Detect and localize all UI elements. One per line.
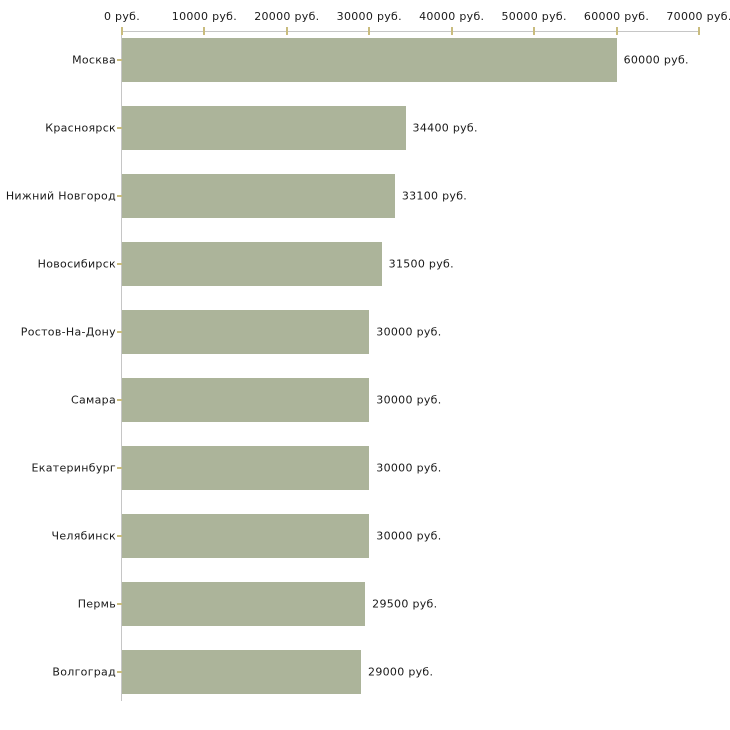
- bar: [122, 106, 406, 150]
- x-axis-tick-label: 70000 руб.: [666, 10, 730, 23]
- x-axis-tick-mark: [285, 27, 288, 35]
- value-label: 30000 руб.: [376, 529, 442, 543]
- bar: [122, 378, 370, 422]
- category-label: Новосибирск: [37, 257, 116, 271]
- value-label: 30000 руб.: [376, 393, 442, 407]
- value-label: 34400 руб.: [412, 121, 478, 135]
- category-label: Екатеринбург: [31, 461, 116, 475]
- category-tick-mark: [117, 603, 122, 605]
- bar-row: Красноярск 34400 руб.: [0, 106, 730, 150]
- x-axis-tick-label: 20000 руб.: [254, 10, 320, 23]
- category-tick-mark: [117, 127, 122, 129]
- category-tick-mark: [117, 467, 122, 469]
- value-label: 29000 руб.: [368, 665, 434, 679]
- y-axis-line: [121, 31, 122, 701]
- value-label: 33100 руб.: [401, 189, 468, 203]
- category-tick-mark: [117, 331, 122, 333]
- bar: [122, 174, 395, 218]
- x-axis-tick-label: 50000 руб.: [501, 10, 567, 23]
- category-tick-mark: [117, 671, 122, 673]
- category-tick-mark: [117, 535, 122, 537]
- value-label: 31500 руб.: [388, 257, 454, 271]
- bar: [122, 242, 382, 286]
- category-tick-mark: [117, 399, 122, 401]
- x-axis-tick-mark: [121, 27, 123, 35]
- bar-row: Челябинск 30000 руб.: [0, 514, 730, 558]
- x-axis-tick-mark: [533, 27, 536, 35]
- category-label: Красноярск: [45, 121, 116, 135]
- x-axis-tick-label: 40000 руб.: [419, 10, 485, 23]
- category-tick-mark: [117, 195, 122, 197]
- bar: [122, 650, 362, 694]
- category-label: Нижний Новгород: [5, 189, 116, 203]
- x-axis-tick-mark: [698, 27, 700, 35]
- x-axis-tick-label: 30000 руб.: [336, 10, 402, 23]
- bar-row: Нижний Новгород 33100 руб.: [0, 174, 730, 218]
- x-axis-tick-label: 60000 руб.: [583, 10, 650, 23]
- category-label: Москва: [72, 53, 116, 67]
- value-label: 30000 руб.: [376, 461, 442, 475]
- value-label: 30000 руб.: [376, 325, 442, 339]
- category-tick-mark: [117, 263, 122, 265]
- x-axis-tick-mark: [368, 27, 371, 35]
- category-label: Волгоград: [52, 665, 116, 679]
- bar: [122, 38, 617, 82]
- x-axis-tick-mark: [450, 27, 453, 35]
- category-label: Челябинск: [51, 529, 116, 543]
- category-tick-mark: [117, 59, 122, 61]
- value-label: 60000 руб.: [623, 53, 689, 67]
- bar-row: Новосибирск 31500 руб.: [0, 242, 730, 286]
- bar-row: Ростов-На-Дону 30000 руб.: [0, 310, 730, 354]
- x-axis-line: [121, 31, 700, 32]
- x-axis-tick-label: 0 руб.: [103, 10, 141, 23]
- bar: [122, 582, 366, 626]
- category-label: Ростов-На-Дону: [20, 325, 116, 339]
- bar-row: Москва 60000 руб.: [0, 38, 730, 82]
- bar: [122, 310, 370, 354]
- bar-row: Пермь 29500 руб.: [0, 582, 730, 626]
- category-label: Самара: [71, 393, 116, 407]
- category-label: Пермь: [77, 597, 116, 611]
- x-axis-tick-label: 10000 руб.: [171, 10, 238, 23]
- bar: [122, 446, 370, 490]
- bar: [122, 514, 370, 558]
- x-axis-tick-mark: [203, 27, 206, 35]
- bar-row: Екатеринбург 30000 руб.: [0, 446, 730, 490]
- x-axis-tick-mark: [615, 27, 618, 35]
- value-label: 29500 руб.: [372, 597, 438, 611]
- bar-row: Волгоград 29000 руб.: [0, 650, 730, 694]
- bar-row: Самара 30000 руб.: [0, 378, 730, 422]
